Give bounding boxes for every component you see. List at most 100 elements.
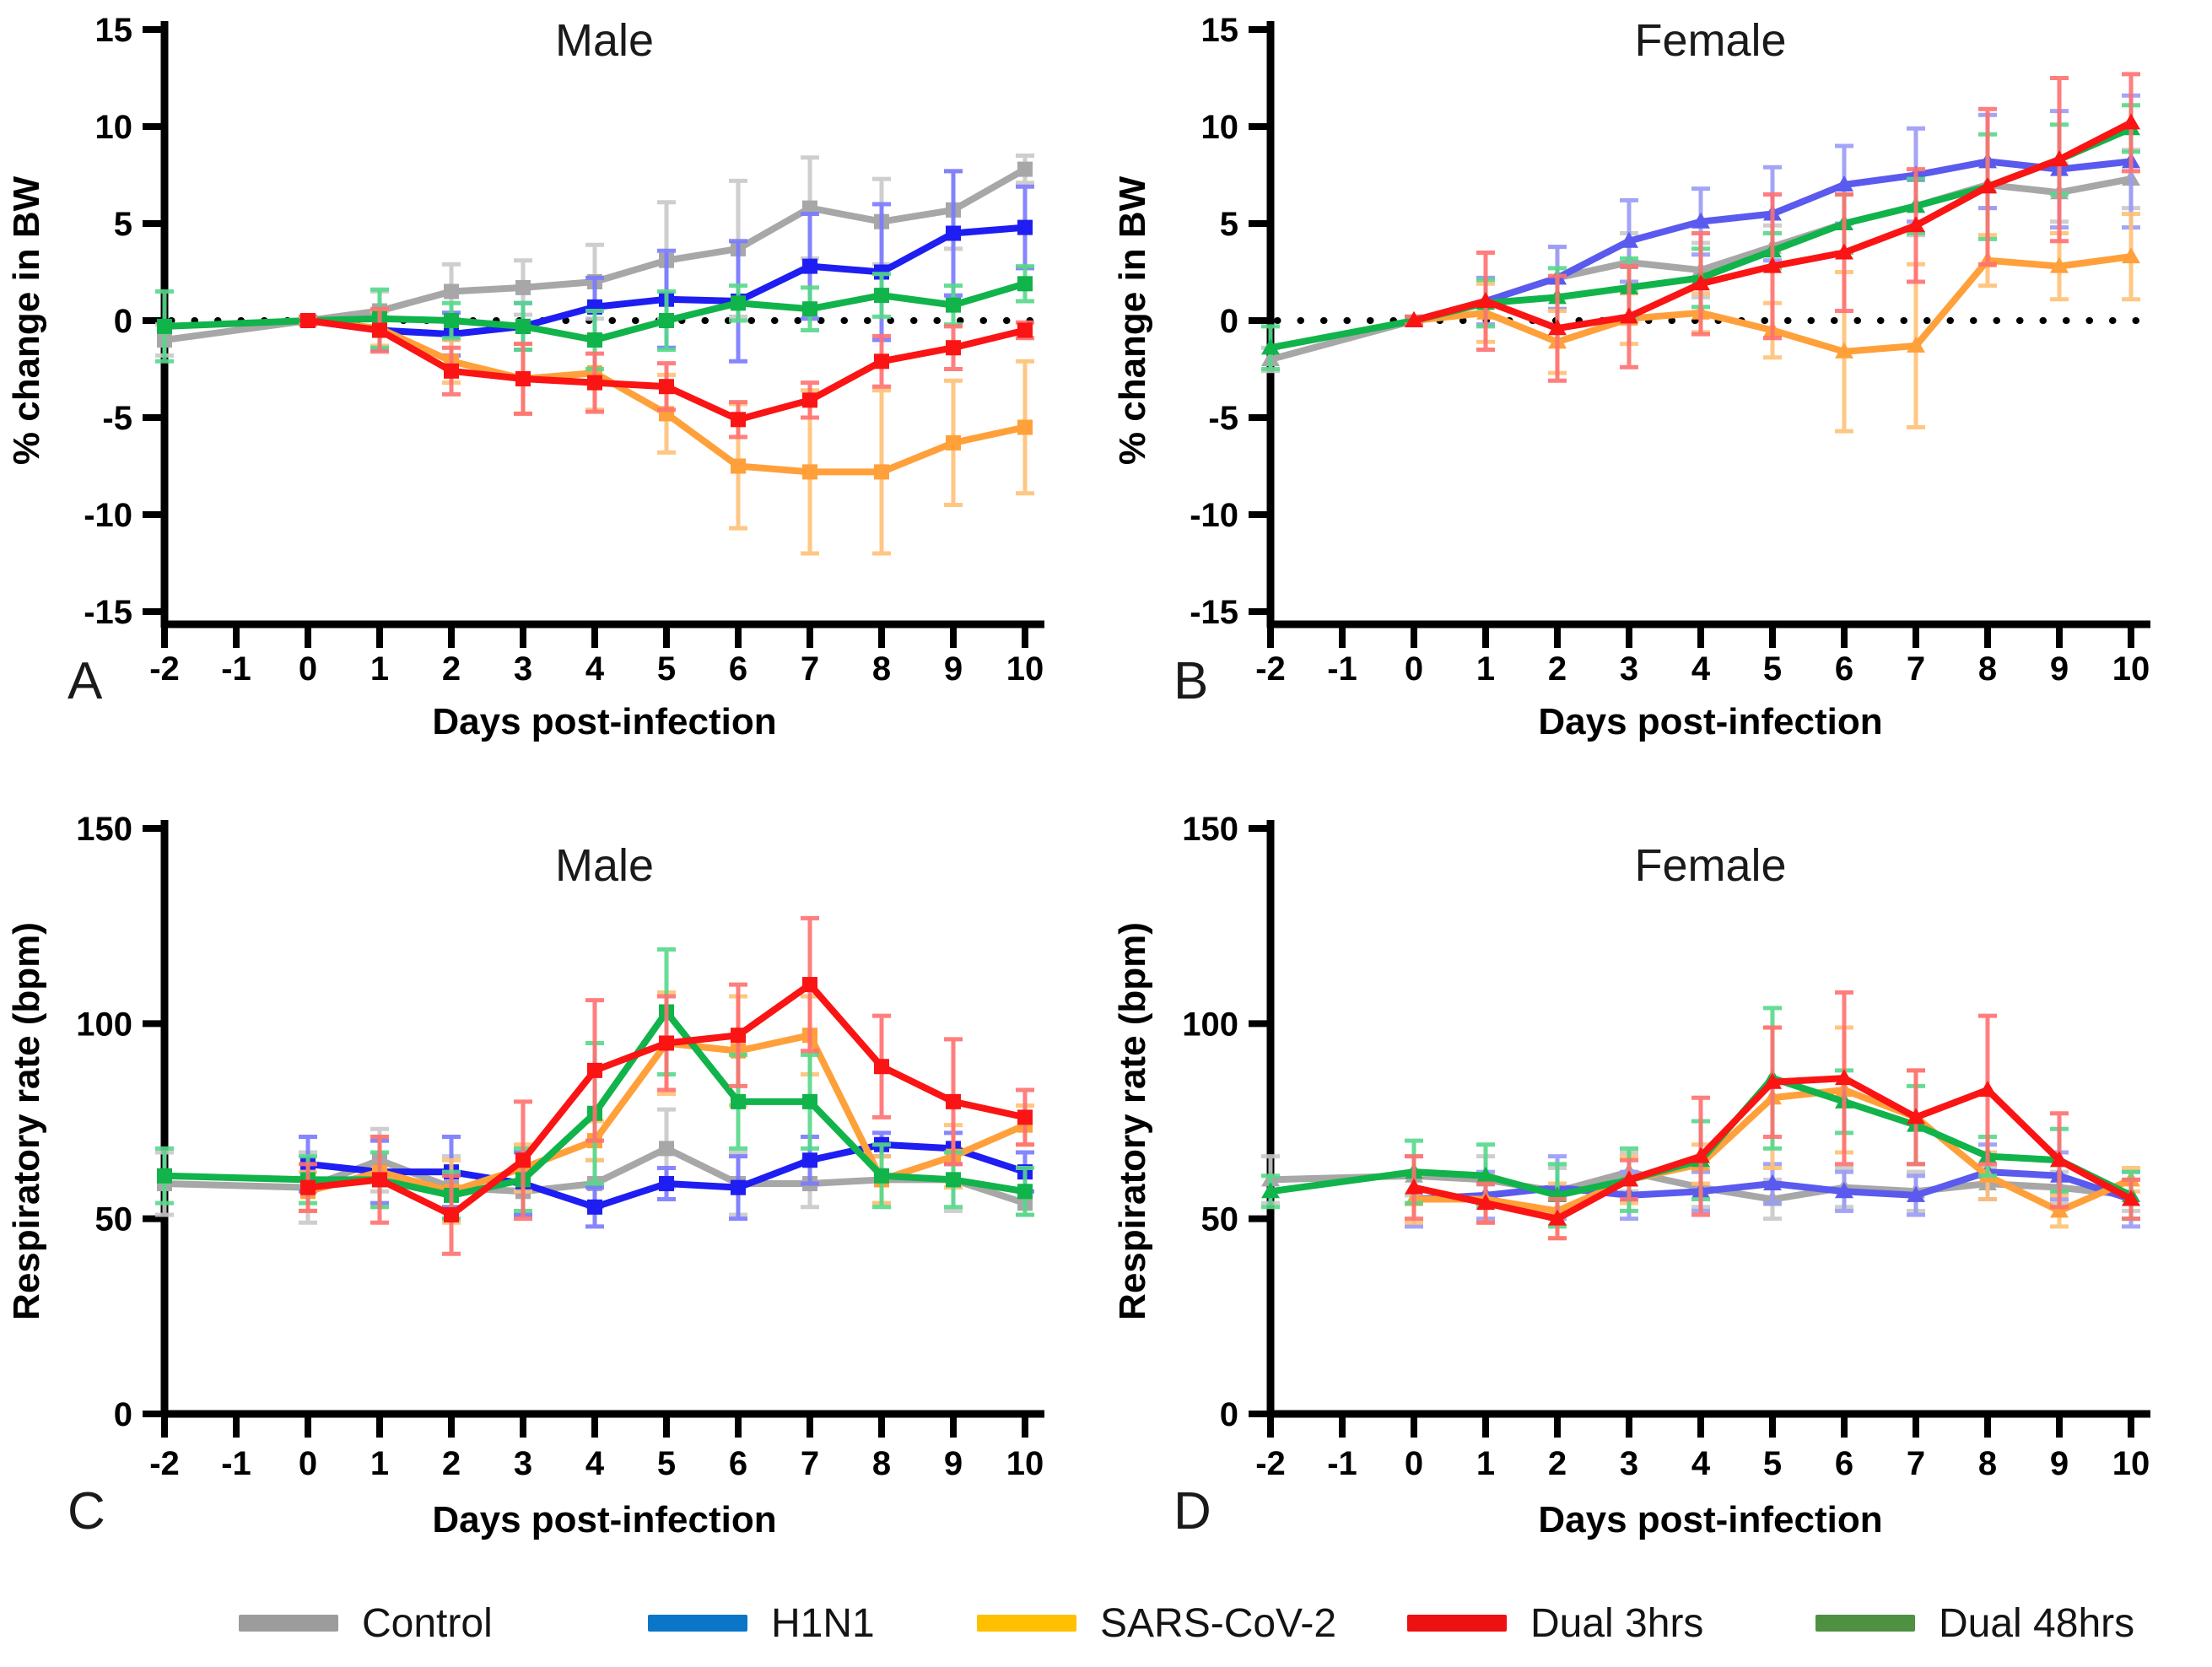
data-point-marker bbox=[659, 313, 674, 328]
x-tick-label: 0 bbox=[1405, 650, 1423, 688]
x-tick-label: 7 bbox=[1907, 1445, 1925, 1482]
data-point-marker bbox=[1907, 1108, 1925, 1125]
y-axis-label: Respiratory rate (bpm) bbox=[6, 922, 47, 1320]
panel-male-respiratory: 150 100 50 0 -2 -1 0 1 2 3 4 5 6 7 8 9 10 Male Respiratory… bbox=[0, 810, 1106, 1569]
x-tick-label: 4 bbox=[1691, 1445, 1711, 1482]
data-point-marker bbox=[300, 1179, 316, 1195]
legend-swatch-dual3 bbox=[1407, 1615, 1507, 1632]
figure-legend: Control H1N1 SARS-CoV-2 Dual 3hrs Dual 48hrs bbox=[0, 1583, 2212, 1667]
data-point-marker bbox=[587, 1062, 602, 1078]
data-point-marker bbox=[874, 288, 889, 304]
y-axis-label: Respiratory rate (bpm) bbox=[1112, 922, 1153, 1320]
x-tick-label: 2 bbox=[442, 650, 461, 688]
x-tick-label: 3 bbox=[1620, 1445, 1638, 1482]
data-point-marker bbox=[802, 392, 817, 408]
data-point-marker bbox=[2050, 256, 2069, 273]
data-point-marker bbox=[515, 279, 531, 295]
y-tick-label: -5 bbox=[102, 400, 132, 437]
data-point-marker bbox=[1691, 212, 1710, 229]
series-line bbox=[161, 280, 1028, 343]
x-tick-label: -1 bbox=[221, 1445, 251, 1482]
legend-label-h1n1: H1N1 bbox=[771, 1600, 875, 1646]
x-tick-label: 9 bbox=[944, 1445, 963, 1482]
data-point-marker bbox=[731, 412, 746, 428]
y-tick-label: 0 bbox=[114, 1396, 132, 1433]
data-point-marker bbox=[444, 313, 459, 328]
panel-female-respiratory: 150 100 50 0 -2 -1 0 1 2 3 4 5 6 7 8 9 10 Female Respirato… bbox=[1106, 810, 2212, 1569]
legend-label-dual48: Dual 48hrs bbox=[1939, 1600, 2135, 1646]
data-point-marker bbox=[874, 353, 889, 370]
data-point-marker bbox=[2122, 247, 2140, 264]
y-tick-label: 100 bbox=[76, 1006, 132, 1043]
x-tick-label: 5 bbox=[657, 1445, 676, 1482]
data-point-marker bbox=[874, 464, 889, 480]
data-point-marker bbox=[515, 371, 531, 386]
x-tick-label: 5 bbox=[1763, 650, 1782, 688]
data-point-marker bbox=[1978, 1080, 1997, 1097]
y-tick-label: -15 bbox=[1190, 594, 1238, 631]
legend-swatch-h1n1 bbox=[648, 1615, 747, 1632]
x-tick-label: 4 bbox=[1691, 650, 1711, 688]
legend-swatch-sars bbox=[977, 1615, 1076, 1632]
panel-letter: D bbox=[1173, 1482, 1211, 1540]
x-tick-label: 8 bbox=[872, 1445, 891, 1482]
data-point-marker bbox=[515, 1152, 531, 1168]
y-tick-label: 5 bbox=[114, 206, 132, 243]
panel-title: Female bbox=[1634, 840, 1786, 891]
legend-item-dual48: Dual 48hrs bbox=[1815, 1596, 2134, 1650]
panel-male-bodyweight: 15 10 5 0 -5 -10 -15 -2 -1 0 1 2 3 4 5 6 7 8 9 10 Male% chan… bbox=[0, 0, 1106, 785]
y-tick-label: -15 bbox=[84, 594, 132, 631]
series-dual-3hrs bbox=[299, 915, 1034, 1256]
y-axis-label: % change in BW bbox=[6, 175, 47, 465]
data-point-marker bbox=[1017, 1184, 1033, 1200]
data-point-marker bbox=[515, 318, 531, 334]
y-tick-label: 0 bbox=[114, 303, 132, 340]
axes: 150 100 50 0 -2 -1 0 1 2 3 4 5 6 7 8 9 10 bbox=[76, 811, 1044, 1482]
data-point-marker bbox=[2050, 1201, 2069, 1218]
data-point-marker bbox=[1405, 1178, 1423, 1195]
y-axis-label: % change in BW bbox=[1112, 175, 1153, 465]
legend-swatch-control bbox=[239, 1615, 338, 1632]
series-dual-3hrs bbox=[1405, 990, 2140, 1241]
x-tick-label: 4 bbox=[585, 650, 605, 688]
data-point-marker bbox=[802, 464, 817, 480]
x-tick-label: -2 bbox=[149, 650, 180, 688]
x-tick-label: 2 bbox=[1548, 1445, 1567, 1482]
data-point-marker bbox=[1763, 1174, 1782, 1191]
x-tick-label: 1 bbox=[1476, 650, 1495, 688]
legend-item-control: Control bbox=[239, 1596, 493, 1650]
data-point-marker bbox=[659, 1176, 674, 1192]
data-point-marker bbox=[946, 297, 961, 313]
y-tick-label: -10 bbox=[1190, 497, 1238, 534]
series-line bbox=[161, 165, 1028, 343]
data-point-marker bbox=[659, 1141, 674, 1157]
data-point-marker bbox=[587, 375, 602, 391]
x-tick-label: 4 bbox=[585, 1445, 605, 1482]
x-tick-label: 2 bbox=[442, 1445, 461, 1482]
x-tick-label: 3 bbox=[514, 650, 532, 688]
data-point-marker bbox=[1835, 1069, 1853, 1086]
x-axis-label: Days post-infection bbox=[432, 701, 776, 742]
data-point-marker bbox=[731, 1093, 746, 1109]
x-tick-label: 8 bbox=[1978, 650, 1997, 688]
x-tick-label: 5 bbox=[657, 650, 676, 688]
x-tick-label: 6 bbox=[1835, 650, 1853, 688]
data-point-marker bbox=[444, 363, 459, 379]
data-point-marker bbox=[946, 225, 961, 241]
data-point-marker bbox=[731, 1179, 746, 1195]
panel-title: Male bbox=[555, 15, 654, 66]
data-point-marker bbox=[587, 332, 602, 348]
x-tick-label: 6 bbox=[1835, 1445, 1853, 1482]
data-point-marker bbox=[1476, 292, 1495, 308]
x-tick-label: 1 bbox=[370, 650, 389, 688]
x-axis-label: Days post-infection bbox=[1538, 701, 1882, 742]
data-point-marker bbox=[300, 313, 316, 328]
data-point-marker bbox=[659, 1035, 674, 1051]
chart-female-respiratory: 150 100 50 0 -2 -1 0 1 2 3 4 5 6 7 8 9 10 Female Respirato… bbox=[1112, 811, 2150, 1540]
y-tick-label: 50 bbox=[95, 1201, 133, 1238]
data-point-marker bbox=[1907, 1185, 1925, 1202]
data-point-marker bbox=[802, 258, 817, 274]
